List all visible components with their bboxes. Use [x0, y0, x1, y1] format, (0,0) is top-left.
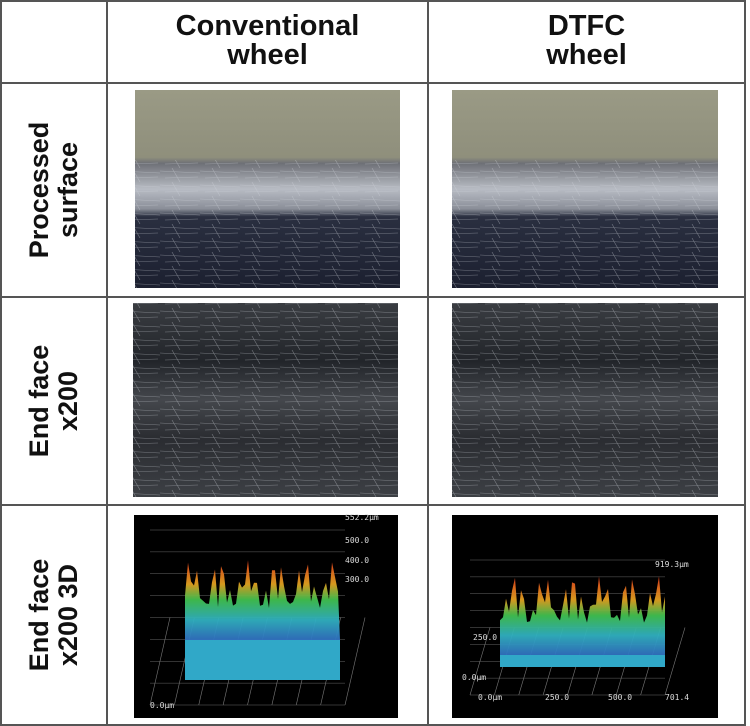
plot-label: 500.0	[608, 693, 632, 702]
plot-label: 300.0	[345, 575, 369, 584]
row-line: End face	[24, 558, 54, 672]
surface-base	[500, 655, 665, 667]
row-line: x200 3D	[53, 563, 83, 667]
plot-label: 0.0μm	[462, 673, 486, 682]
row-header: End face x200	[24, 344, 83, 458]
row-line: End face	[24, 344, 54, 458]
photos	[133, 90, 718, 718]
plot-label: 0.0μm	[478, 693, 502, 702]
header-line: wheel	[227, 39, 308, 71]
column-header: DTFC wheel	[428, 12, 745, 70]
plot-grid	[664, 627, 686, 696]
plot-grid	[344, 617, 366, 706]
plot-label: 552.2μm	[345, 513, 379, 522]
plot-label: 250.0	[545, 693, 569, 702]
plot-label: 701.4	[665, 693, 689, 702]
3d-plots: 552.2μm 500.0 400.0 300.0 0.0μm 919.3μm 250.0 0…	[149, 513, 689, 710]
row-line: Processed	[24, 121, 54, 259]
surface	[185, 560, 340, 640]
header-line: DTFC	[547, 10, 626, 42]
surface-base	[185, 640, 340, 680]
row-line: surface	[53, 141, 83, 239]
plot-label: 0.0μm	[150, 701, 174, 710]
plot-label: 250.0	[473, 633, 497, 642]
surface	[500, 576, 665, 655]
column-header: Conventional wheel	[107, 12, 428, 70]
plot-label: 500.0	[345, 536, 369, 545]
plot-label: 919.3μm	[655, 560, 689, 569]
row-header: End face x200 3D	[24, 558, 83, 672]
row-header: Processed surface	[24, 121, 83, 259]
plot-label: 400.0	[345, 556, 369, 565]
header-line: wheel	[546, 39, 627, 71]
header-line: Conventional	[175, 10, 360, 42]
row-line: x200	[53, 370, 83, 432]
